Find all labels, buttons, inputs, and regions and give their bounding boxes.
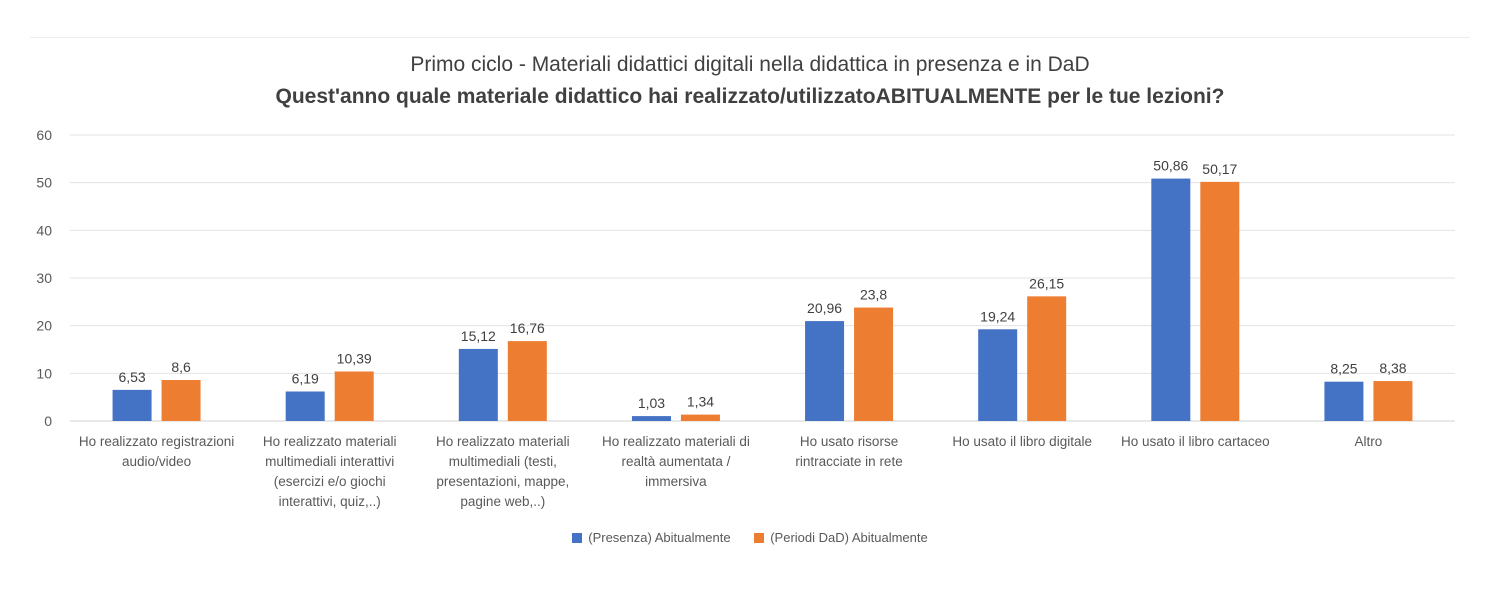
top-divider	[30, 37, 1470, 38]
bar	[1324, 381, 1364, 421]
data-label: 26,15	[1029, 275, 1064, 291]
x-category-label: realtà aumentata /	[622, 454, 731, 469]
x-category-label: pagine web,..)	[460, 494, 545, 509]
x-category-label: Ho realizzato materiali di	[602, 434, 750, 449]
data-label: 19,24	[980, 308, 1015, 324]
legend-item-presenza: (Presenza) Abitualmente	[572, 530, 731, 545]
bar	[1200, 181, 1240, 421]
data-label: 10,39	[337, 350, 372, 366]
data-label: 8,38	[1379, 360, 1406, 376]
legend-swatch-dad	[754, 532, 765, 543]
x-category-label: presentazioni, mappe,	[436, 474, 569, 489]
y-tick-label: 10	[36, 365, 52, 381]
x-category-label: multimediali (testi,	[449, 454, 557, 469]
y-tick-label: 30	[36, 270, 52, 286]
bar	[680, 414, 720, 421]
x-category-label: Ho realizzato materiali	[263, 434, 397, 449]
bar	[631, 416, 671, 421]
data-label: 50,86	[1153, 158, 1188, 174]
bar	[334, 371, 374, 421]
bar	[1151, 178, 1191, 421]
legend-swatch-presenza	[572, 532, 583, 543]
bar	[285, 391, 325, 421]
bar	[161, 380, 201, 421]
data-label: 6,53	[118, 369, 145, 385]
x-category-label: (esercizi e/o giochi	[274, 474, 386, 489]
bar	[507, 341, 547, 421]
bar	[112, 389, 152, 421]
x-category-label: audio/video	[122, 454, 191, 469]
bar	[978, 329, 1018, 421]
data-label: 8,25	[1330, 361, 1357, 377]
legend-label-presenza: (Presenza) Abitualmente	[588, 530, 731, 545]
data-label: 8,6	[171, 359, 191, 375]
chart-title: Primo ciclo - Materiali didattici digita…	[410, 53, 1090, 76]
y-tick-label: 20	[36, 318, 52, 334]
x-category-label: interattivi, quiz,..)	[279, 494, 381, 509]
bar	[1373, 381, 1413, 421]
data-label: 6,19	[292, 370, 319, 386]
y-tick-label: 40	[36, 222, 52, 238]
chart-subtitle: Quest'anno quale materiale didattico hai…	[275, 85, 1225, 108]
x-category-label: rintracciate in rete	[795, 454, 902, 469]
y-tick-label: 60	[36, 127, 52, 143]
data-label: 16,76	[510, 320, 545, 336]
bar	[458, 348, 498, 421]
x-category-label: immersiva	[645, 474, 707, 489]
y-tick-label: 0	[44, 413, 52, 429]
legend: (Presenza) Abitualmente (Periodi DaD) Ab…	[0, 530, 1500, 546]
x-category-label: Altro	[1355, 434, 1383, 449]
data-label: 15,12	[461, 328, 496, 344]
legend-item-dad: (Periodi DaD) Abitualmente	[754, 530, 928, 545]
x-category-label: multimediali interattivi	[265, 454, 394, 469]
x-category-label: Ho usato il libro cartaceo	[1121, 434, 1270, 449]
legend-label-dad: (Periodi DaD) Abitualmente	[770, 530, 928, 545]
x-category-label: Ho usato il libro digitale	[952, 434, 1092, 449]
data-label: 23,8	[860, 287, 887, 303]
data-label: 20,96	[807, 300, 842, 316]
bar	[854, 307, 894, 421]
data-label: 50,17	[1202, 161, 1237, 177]
x-category-label: Ho usato risorse	[800, 434, 898, 449]
y-tick-label: 50	[36, 175, 52, 191]
data-label: 1,34	[687, 394, 714, 410]
bar	[805, 321, 845, 421]
x-category-label: Ho realizzato registrazioni	[79, 434, 234, 449]
bar	[1027, 296, 1067, 421]
x-category-label: Ho realizzato materiali	[436, 434, 570, 449]
data-label: 1,03	[638, 395, 665, 411]
